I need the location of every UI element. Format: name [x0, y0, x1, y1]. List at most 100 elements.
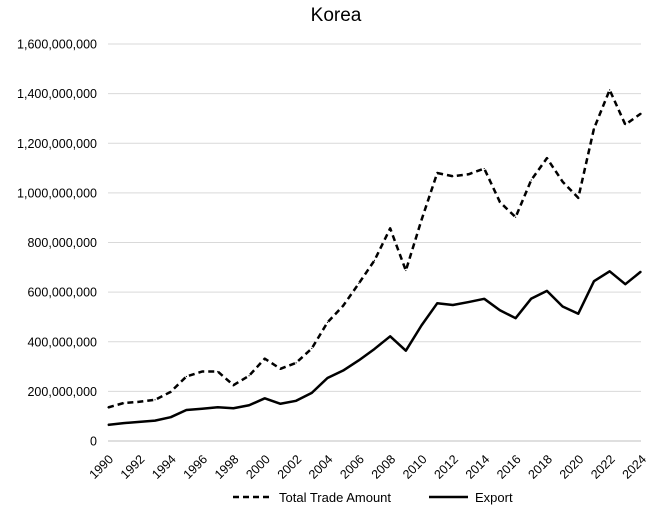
- data-point: [170, 391, 172, 393]
- data-point: [546, 290, 548, 292]
- x-tick-label: 2002: [275, 452, 305, 482]
- data-point: [483, 298, 485, 300]
- data-point: [232, 407, 235, 409]
- data-point: [342, 305, 344, 307]
- data-point: [295, 400, 297, 402]
- data-point: [499, 309, 501, 311]
- data-point: [279, 368, 282, 370]
- data-point: [185, 375, 187, 378]
- data-point: [107, 406, 109, 409]
- data-point: [389, 335, 391, 337]
- data-point: [295, 362, 297, 364]
- data-point: [170, 416, 172, 418]
- data-point: [373, 259, 376, 261]
- data-point: [185, 409, 187, 411]
- y-tick-label: 200,000,000: [27, 385, 97, 399]
- data-point: [311, 392, 313, 394]
- data-point: [640, 112, 642, 115]
- x-tick-label: 2006: [337, 452, 367, 482]
- data-point: [483, 167, 485, 170]
- data-point: [624, 283, 626, 285]
- x-axis-tick-labels: 1990 1992 1994 1996 1998 2000 2002 2004 2006 2008…: [87, 452, 650, 482]
- data-point: [452, 304, 454, 306]
- data-point: [499, 201, 501, 203]
- data-point: [248, 375, 250, 377]
- data-point: [311, 347, 313, 350]
- data-point: [264, 358, 266, 360]
- data-point: [593, 128, 595, 130]
- data-point: [514, 216, 517, 218]
- data-point: [154, 420, 156, 422]
- x-tick-label: 1992: [118, 452, 148, 482]
- y-tick-label: 1,200,000,000: [17, 137, 97, 151]
- data-point: [420, 219, 423, 221]
- x-tick-label: 1990: [87, 452, 117, 482]
- x-tick-label: 2008: [369, 452, 399, 482]
- legend-item-total-trade-amount: Total Trade Amount: [233, 490, 391, 505]
- data-point: [201, 370, 203, 373]
- data-point: [420, 324, 423, 326]
- data-point: [232, 384, 235, 386]
- x-tick-label: 2020: [557, 452, 587, 482]
- data-point: [624, 124, 626, 126]
- data-point: [358, 282, 360, 285]
- x-tick-label: 2012: [431, 452, 461, 482]
- data-point: [405, 350, 407, 352]
- data-point: [405, 269, 407, 272]
- gridlines: [108, 43, 641, 442]
- x-tick-label: 1996: [181, 452, 211, 482]
- data-point: [154, 399, 156, 401]
- data-point: [530, 297, 532, 300]
- data-point: [138, 401, 140, 403]
- data-point: [107, 424, 109, 426]
- data-point: [217, 406, 219, 408]
- y-tick-label: 1,600,000,000: [17, 38, 97, 52]
- data-point: [389, 227, 391, 229]
- data-point: [514, 317, 517, 319]
- y-tick-label: 600,000,000: [27, 286, 97, 300]
- data-point: [562, 181, 564, 183]
- x-tick-label: 2000: [243, 452, 273, 482]
- data-point: [452, 175, 454, 177]
- data-point: [593, 280, 595, 282]
- data-point: [279, 403, 282, 405]
- y-tick-label: 800,000,000: [27, 236, 97, 250]
- data-point: [640, 270, 642, 273]
- data-point: [358, 359, 360, 361]
- y-axis-tick-labels: 0 200,000,000 400,000,000 600,000,000 800,00…: [17, 38, 97, 449]
- legend-label-export: Export: [475, 490, 513, 505]
- data-point: [530, 179, 532, 181]
- x-tick-label: 2022: [588, 452, 618, 482]
- data-point: [264, 397, 266, 399]
- y-tick-label: 400,000,000: [27, 335, 97, 349]
- legend-item-export: Export: [429, 490, 513, 505]
- legend: Total Trade Amount Export: [233, 490, 513, 505]
- data-point: [577, 197, 579, 199]
- data-point: [436, 172, 438, 174]
- data-point: [577, 313, 579, 315]
- series-line-total-trade-amount: [107, 88, 642, 409]
- data-point: [123, 402, 125, 404]
- chart-title: Korea: [311, 5, 362, 26]
- data-point: [217, 370, 219, 373]
- series-line-export: [107, 270, 642, 427]
- x-tick-label: 1998: [212, 452, 242, 482]
- x-tick-label: 2010: [400, 452, 430, 482]
- x-tick-label: 2024: [620, 452, 650, 482]
- data-point: [373, 348, 376, 350]
- x-tick-label: 1994: [149, 452, 179, 482]
- y-tick-label: 1,000,000,000: [17, 186, 97, 200]
- data-point: [609, 89, 611, 91]
- data-point: [609, 270, 611, 272]
- data-point: [248, 404, 250, 406]
- legend-label-total-trade-amount: Total Trade Amount: [279, 490, 391, 505]
- data-point: [546, 157, 548, 159]
- x-tick-label: 2018: [525, 452, 555, 482]
- data-point: [201, 408, 203, 410]
- y-tick-label: 0: [90, 435, 97, 449]
- x-tick-label: 2014: [463, 452, 493, 482]
- data-point: [326, 321, 329, 323]
- data-point: [562, 305, 564, 308]
- data-point: [342, 369, 344, 372]
